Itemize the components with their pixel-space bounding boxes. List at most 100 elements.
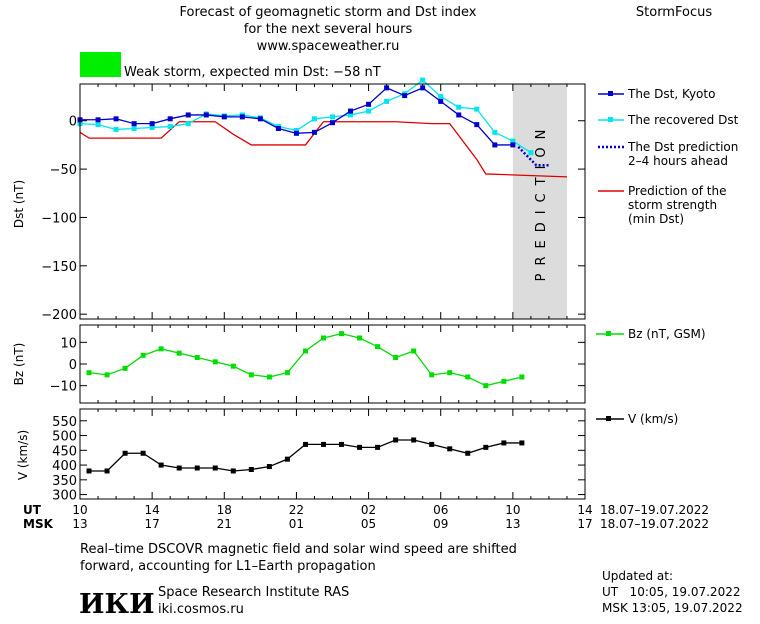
legend-dst-kyoto-label: The Dst, Kyoto [627, 87, 715, 101]
v-series-0-point [393, 437, 399, 443]
dst-series-1-point [420, 77, 426, 83]
dst-series-1-point [311, 116, 317, 122]
header: Forecast of geomagnetic storm and Dst in… [80, 5, 712, 80]
v-series-0-point [302, 441, 308, 447]
msk-tick-labels: 13 17 21 01 05 09 13 17 [72, 517, 592, 531]
dst-series-1-point [348, 112, 354, 118]
bz-series-0-point [375, 344, 381, 350]
title-line-3[interactable]: www.spaceweather.ru [257, 39, 400, 54]
v-series-0-point [429, 441, 435, 447]
dst-series-0-point [402, 93, 408, 99]
dst-series-1-point [366, 108, 372, 114]
bz-y-axis-label: Bz (nT) [12, 343, 26, 386]
bz-series-0-point [140, 352, 146, 358]
v-series-0-point [266, 464, 272, 470]
bz-y-tick-label: 10 [60, 336, 77, 351]
dst-series-0-point [293, 130, 299, 136]
title-line-1: Forecast of geomagnetic storm and Dst in… [179, 5, 476, 20]
msk-axis-label: MSK [23, 517, 54, 531]
bz-panel: 10 0 −10 Bz (nT) [12, 324, 586, 404]
v-series-0-point [194, 465, 200, 471]
bz-series-0-point [266, 374, 272, 380]
legend-bz: Bz (nT, GSM) [596, 327, 706, 341]
msk-tick-label: 17 [145, 517, 160, 531]
dst-series-2-line [517, 145, 549, 167]
iki-logo: ИКИ [79, 589, 155, 620]
dst-series-3-line [79, 121, 567, 178]
bz-series-0-point [194, 355, 200, 360]
dst-series-1-point [438, 94, 444, 100]
dst-series-0-point [167, 116, 173, 122]
dst-y-axis-label: Dst (nT) [12, 180, 26, 228]
institute-site[interactable]: iki.cosmos.ru [158, 602, 244, 617]
dst-series-1-point [474, 106, 480, 112]
dst-series-0-line [80, 87, 513, 146]
dst-y-tick-label: −150 [41, 260, 77, 275]
v-series-0-point [284, 456, 290, 462]
v-series-0-point [158, 462, 164, 468]
v-x-ticks [79, 409, 586, 499]
bz-series-layer [86, 331, 525, 389]
bz-series-0-point [465, 374, 471, 380]
v-series-0-point [122, 450, 128, 456]
v-series-0-point [483, 444, 489, 450]
v-plot-frame [79, 408, 586, 500]
dst-y-tick-label: −50 [50, 163, 77, 178]
v-series-0-point [248, 466, 254, 472]
dst-y-tick-label: 0 [69, 115, 77, 130]
dst-series-0-point [348, 108, 354, 114]
ut-tick-label: 10 [505, 503, 520, 517]
ut-tick-label: 14 [145, 503, 160, 517]
dst-series-0-point [330, 120, 335, 126]
dst-series-1-point [384, 98, 390, 104]
dst-series-1-point [510, 138, 516, 144]
legend-dst-prediction-label: The Dst prediction 2–4 hours ahead [627, 140, 738, 168]
v-series-0-point [375, 444, 381, 450]
bz-series-0-point [483, 383, 489, 389]
v-series-0-point [447, 446, 453, 452]
v-series-0 [86, 437, 525, 474]
msk-tick-label: 01 [289, 517, 304, 531]
v-series-0-point [86, 468, 92, 474]
dst-series-2 [517, 145, 549, 167]
v-series-0-point [320, 441, 326, 447]
dst-series-1-point [293, 127, 299, 133]
legend-storm-strength: Prediction of the storm strength (min Dst) [598, 184, 727, 226]
dst-series-1-line [79, 79, 532, 154]
msk-tick-label: 05 [361, 517, 376, 531]
storm-status-label: Weak storm, expected min Dst: −58 nT [124, 65, 381, 80]
bz-series-0-point [284, 370, 290, 376]
legend-dst-prediction: The Dst prediction 2–4 hours ahead [598, 140, 738, 168]
dst-series-0-point [149, 121, 155, 127]
brand-name: StormFocus [636, 5, 712, 20]
storm-status-swatch [80, 52, 121, 77]
v-y-tick-label: 400 [52, 459, 77, 474]
dst-series-1-point [456, 104, 462, 110]
dst-series-1-point [95, 122, 101, 128]
msk-tick-label: 09 [433, 517, 448, 531]
bz-series-0-point [411, 348, 417, 354]
dst-series-0-point [113, 116, 119, 122]
legend-recovered-dst-label: The recovered Dst [627, 113, 739, 127]
bz-series-0-point [393, 355, 399, 360]
updated-label: Updated at: [602, 569, 673, 583]
legend-bz-label: Bz (nT, GSM) [628, 327, 706, 341]
dst-series-1-point [113, 126, 119, 132]
v-y-tick-label: 300 [52, 489, 77, 504]
dst-series-0-point [185, 112, 191, 118]
dst-series-0-point [366, 101, 372, 107]
v-y-tick-label: 350 [52, 474, 77, 489]
bz-series-0-line [88, 332, 523, 387]
bz-series-0-point [519, 374, 525, 380]
bz-series-0-point [122, 365, 128, 371]
v-series-0-point [501, 440, 507, 446]
footer-note-line-1: Real–time DSCOVR magnetic field and sola… [80, 542, 517, 557]
updated-msk: MSK 13:05, 19.07.2022 [602, 601, 743, 615]
dst-series-1-point [167, 124, 173, 130]
updated-ut: UT 10:05, 19.07.2022 [602, 585, 740, 599]
title-line-2: for the next several hours [244, 22, 413, 37]
v-series-0-point [339, 441, 345, 447]
msk-tick-label: 13 [72, 517, 87, 531]
ut-date-range: 18.07–19.07.2022 [600, 503, 709, 517]
v-series-0-point [519, 440, 525, 446]
